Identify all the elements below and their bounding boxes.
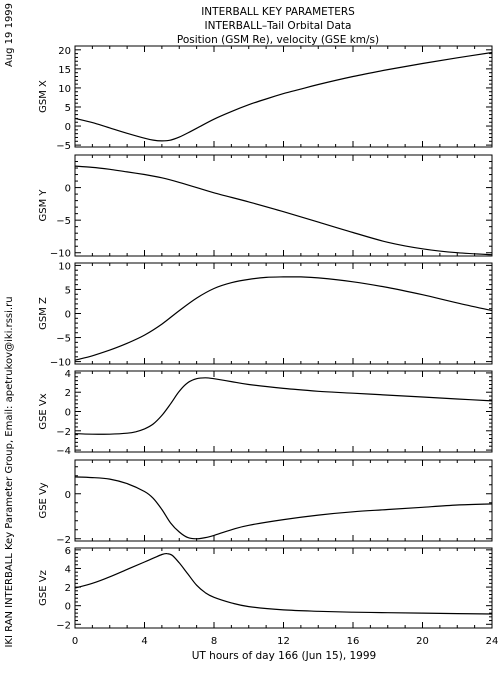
x-tick-label: 0: [72, 636, 78, 647]
y-tick-label: 10: [58, 84, 71, 95]
panel-3: −10 −5 0 5 10 GSM Z: [38, 261, 493, 369]
panel-5: −2 0 GSE Vy: [38, 459, 493, 546]
y-tick-label: 0: [65, 408, 71, 419]
credit-line: IKI RAN INTERBALL Key Parameter Group, E…: [4, 296, 15, 647]
y-tick-label: −10: [50, 358, 71, 369]
series-line: [74, 165, 493, 256]
x-tick-label: 4: [141, 636, 147, 647]
y-tick-label: −10: [50, 249, 71, 260]
y-tick-label: 2: [65, 388, 71, 399]
panel-2: −10 −5 0 GSM Y: [38, 154, 493, 260]
panel-frame: [74, 370, 493, 453]
y-tick-label: 6: [65, 546, 71, 557]
series-line: [74, 276, 493, 361]
y-tick-label: 20: [58, 46, 71, 57]
panel-label: GSE Vy: [38, 482, 49, 518]
y-tick-label: −2: [56, 427, 71, 438]
y-tick-label: −5: [56, 334, 71, 345]
x-tick-label: 12: [277, 636, 290, 647]
panel-frame: [74, 262, 493, 365]
y-tick-label: 0: [65, 602, 71, 613]
panel-6: −2 0 2 4 6 GSE Vz: [38, 546, 493, 631]
y-tick-label: −2: [56, 535, 71, 546]
y-tick-label: 10: [58, 261, 71, 272]
panel-frame: [74, 459, 493, 542]
y-tick-label: −2: [56, 620, 71, 631]
y-tick-label: 5: [65, 103, 71, 114]
panel-label: GSM X: [38, 80, 49, 113]
series-line: [74, 377, 493, 435]
series-line: [74, 552, 493, 615]
y-tick-label: 0: [65, 122, 71, 133]
series-line: [74, 51, 493, 142]
x-tick-label: 20: [416, 636, 429, 647]
panel-label: GSM Z: [38, 297, 49, 330]
y-tick-label: 0: [65, 184, 71, 195]
panel-label: GSE Vz: [38, 570, 49, 606]
y-tick-label: 4: [65, 369, 71, 380]
x-tick-label: 8: [211, 636, 217, 647]
panel-frame: [74, 547, 493, 629]
series-line: [74, 476, 493, 540]
y-tick-label: −4: [56, 446, 71, 457]
y-tick-label: −5: [56, 141, 71, 152]
x-tick-labels: 0 4 8 12 16 20 24: [72, 636, 499, 647]
y-tick-label: 5: [65, 285, 71, 296]
y-tick-label: 0: [65, 310, 71, 321]
x-axis-label: UT hours of day 166 (Jun 15), 1999: [192, 650, 376, 662]
panel-frame: [74, 154, 493, 257]
panel-label: GSE Vx: [38, 393, 49, 429]
y-tick-label: 15: [58, 65, 71, 76]
y-tick-label: −5: [56, 216, 71, 227]
date-stamp: Aug 19 1999: [4, 3, 15, 67]
panel-label: GSM Y: [38, 189, 49, 222]
chart-title-line-1: INTERBALL KEY PARAMETERS: [201, 6, 355, 18]
x-tick-label: 24: [486, 636, 499, 647]
y-tick-label: 4: [65, 564, 71, 575]
panel-frame: [74, 45, 493, 148]
chart-title-line-2: INTERBALL–Tail Orbital Data: [205, 20, 352, 32]
panel-1: −5 0 5 10 15 20 GSM X: [38, 45, 493, 152]
x-tick-label: 16: [347, 636, 360, 647]
y-tick-label: 2: [65, 583, 71, 594]
y-tick-label: 0: [65, 490, 71, 501]
panel-4: −4 −2 0 2 4 GSE Vx: [38, 369, 493, 457]
chart-title-line-3: Position (GSM Re), velocity (GSE km/s): [177, 34, 379, 46]
